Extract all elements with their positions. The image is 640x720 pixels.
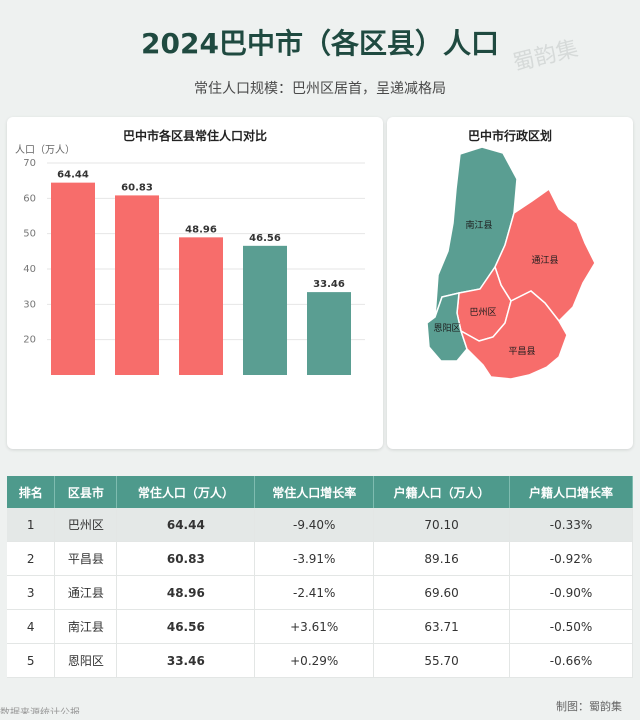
bar-4 [243, 245, 287, 375]
bar-chart: 人口（万人） 20 30 40 50 60 70 64.44 60.83 48.96 46.56 33… [15, 144, 365, 375]
y-tick-label: 40 [23, 264, 36, 275]
y-axis-label: 人口（万人） [15, 144, 75, 156]
credit-text: 制图：蜀韵集 [556, 700, 622, 713]
bar-chart-title: 巴中市各区县常住人口对比 [122, 129, 267, 143]
cell-resident-growth: -2.41% [254, 575, 375, 610]
y-tick-label: 30 [23, 299, 36, 310]
table-row: 5 恩阳区 33.46 +0.29% 55.70 -0.66% [7, 643, 633, 678]
map-label-pingchang: 平昌县 [508, 346, 535, 357]
table-row: 1 巴州区 64.44 -9.40% 70.10 -0.33% [7, 508, 633, 542]
y-tick-label: 60 [23, 193, 36, 204]
cell-resident-pop: 64.44 [116, 508, 256, 542]
cell-resident-growth: +0.29% [254, 643, 375, 678]
bar-2 [115, 195, 159, 375]
col-header-resident-growth: 常住人口增长率 [254, 476, 375, 508]
bottom-clipped-text: 数据来源统计公报 [0, 708, 80, 714]
y-tick-label: 20 [23, 335, 36, 346]
data-label: 48.96 [185, 224, 217, 235]
cell-resident-pop: 60.83 [116, 541, 256, 576]
cell-district: 平昌县 [54, 541, 118, 576]
data-label: 64.44 [57, 170, 89, 181]
cell-registered-growth: -0.92% [509, 541, 633, 576]
col-header-registered-pop: 户籍人口（万人） [373, 476, 511, 508]
cell-rank: 1 [7, 508, 56, 542]
cell-rank: 5 [7, 643, 56, 678]
map-region-pingchang[interactable] [459, 290, 568, 380]
map-label-enyang: 恩阳区 [433, 323, 460, 334]
cell-registered-pop: 55.70 [373, 643, 511, 678]
cell-registered-pop: 89.16 [373, 541, 511, 576]
bar-chart-card: 巴中市各区县常住人口对比 人口（万人） 20 30 40 50 60 70 64.44 60.8… [7, 117, 383, 449]
district-map: 南江县 通江县 巴州区 恩阳区 平昌县 [426, 146, 596, 380]
page-title: 2024巴中市（各区县）人口 [141, 27, 499, 60]
cell-rank: 2 [7, 541, 56, 576]
table-row: 4 南江县 46.56 +3.61% 63.71 -0.50% [7, 609, 633, 644]
map-label-bazhou: 巴州区 [469, 307, 496, 318]
table-header-row: 排名 区县市 常住人口（万人） 常住人口增长率 户籍人口（万人） 户籍人口增长率 [7, 476, 633, 508]
population-table: 排名 区县市 常住人口（万人） 常住人口增长率 户籍人口（万人） 户籍人口增长率… [7, 476, 633, 678]
col-header-district: 区县市 [54, 476, 118, 508]
cell-registered-growth: -0.33% [509, 508, 633, 542]
table-row: 2 平昌县 60.83 -3.91% 89.16 -0.92% [7, 541, 633, 576]
cell-resident-growth: -3.91% [254, 541, 375, 576]
col-header-rank: 排名 [7, 476, 56, 508]
page-subtitle: 常住人口规模：巴州区居首，呈递减格局 [194, 81, 446, 97]
cell-resident-pop: 46.56 [116, 609, 256, 644]
bar-5 [307, 292, 351, 375]
bar-3 [179, 237, 223, 375]
data-label: 33.46 [313, 279, 345, 290]
y-tick-label: 70 [23, 158, 36, 169]
cell-district: 通江县 [54, 575, 118, 610]
col-header-resident-pop: 常住人口（万人） [116, 476, 256, 508]
cell-registered-growth: -0.90% [509, 575, 633, 610]
cell-registered-growth: -0.50% [509, 609, 633, 644]
cell-registered-pop: 70.10 [373, 508, 511, 542]
cell-resident-growth: +3.61% [254, 609, 375, 644]
cell-registered-growth: -0.66% [509, 643, 633, 678]
cell-registered-pop: 69.60 [373, 575, 511, 610]
map-label-nanjiang: 南江县 [465, 219, 492, 231]
map-label-tongjiang: 通江县 [531, 255, 558, 266]
cell-district: 恩阳区 [54, 643, 118, 678]
data-label: 46.56 [249, 233, 281, 244]
cell-rank: 3 [7, 575, 56, 610]
cell-registered-pop: 63.71 [373, 609, 511, 644]
data-label: 60.83 [121, 182, 153, 193]
cell-district: 巴州区 [54, 508, 118, 542]
map-region-enyang[interactable] [426, 292, 468, 362]
cell-rank: 4 [7, 609, 56, 644]
cell-resident-pop: 33.46 [116, 643, 256, 678]
cell-resident-pop: 48.96 [116, 575, 256, 610]
col-header-registered-growth: 户籍人口增长率 [509, 476, 633, 508]
bar-1 [51, 182, 95, 375]
map-title: 巴中市行政区划 [467, 129, 552, 143]
table-row: 3 通江县 48.96 -2.41% 69.60 -0.90% [7, 575, 633, 610]
cell-district: 南江县 [54, 609, 118, 644]
cell-resident-growth: -9.40% [254, 508, 375, 542]
map-card: 巴中市行政区划 南江县 通江县 巴州区 恩阳区 平昌县 [387, 117, 633, 449]
y-tick-label: 50 [23, 229, 36, 240]
